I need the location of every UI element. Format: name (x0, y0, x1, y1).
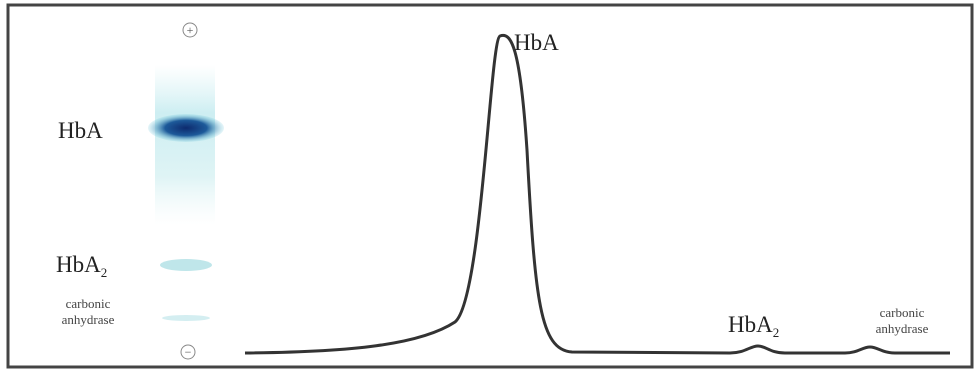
ca-band (162, 315, 210, 321)
gel-label: HbA2 (56, 252, 107, 280)
label-main: HbA (728, 312, 773, 337)
gel-label-line: carbonic (66, 296, 111, 311)
hba2-band (160, 259, 212, 271)
label-sub: 2 (101, 265, 108, 280)
cathode-sign: − (185, 345, 192, 359)
label-main: HbA (58, 118, 103, 143)
figure: + − HbA HbA2 carbonic anhydrase HbA HbA2… (0, 0, 980, 371)
page: {"gel": {"anode": "+", "cathode": "−", "… (0, 0, 980, 371)
frame (8, 5, 972, 367)
label-main: HbA (56, 252, 101, 277)
label-main: HbA (514, 30, 559, 55)
trace-label-line: anhydrase (876, 321, 929, 336)
gel-smear (155, 65, 215, 225)
trace-label-line: carbonic (880, 305, 925, 320)
hba-band (148, 114, 224, 142)
label-sub: 2 (773, 325, 780, 340)
trace-label: HbA2 (728, 312, 779, 340)
gel-label: HbA (58, 118, 103, 143)
trace-label: HbA (514, 30, 559, 55)
anode-sign: + (187, 23, 194, 37)
gel-label-line: anhydrase (62, 312, 115, 327)
